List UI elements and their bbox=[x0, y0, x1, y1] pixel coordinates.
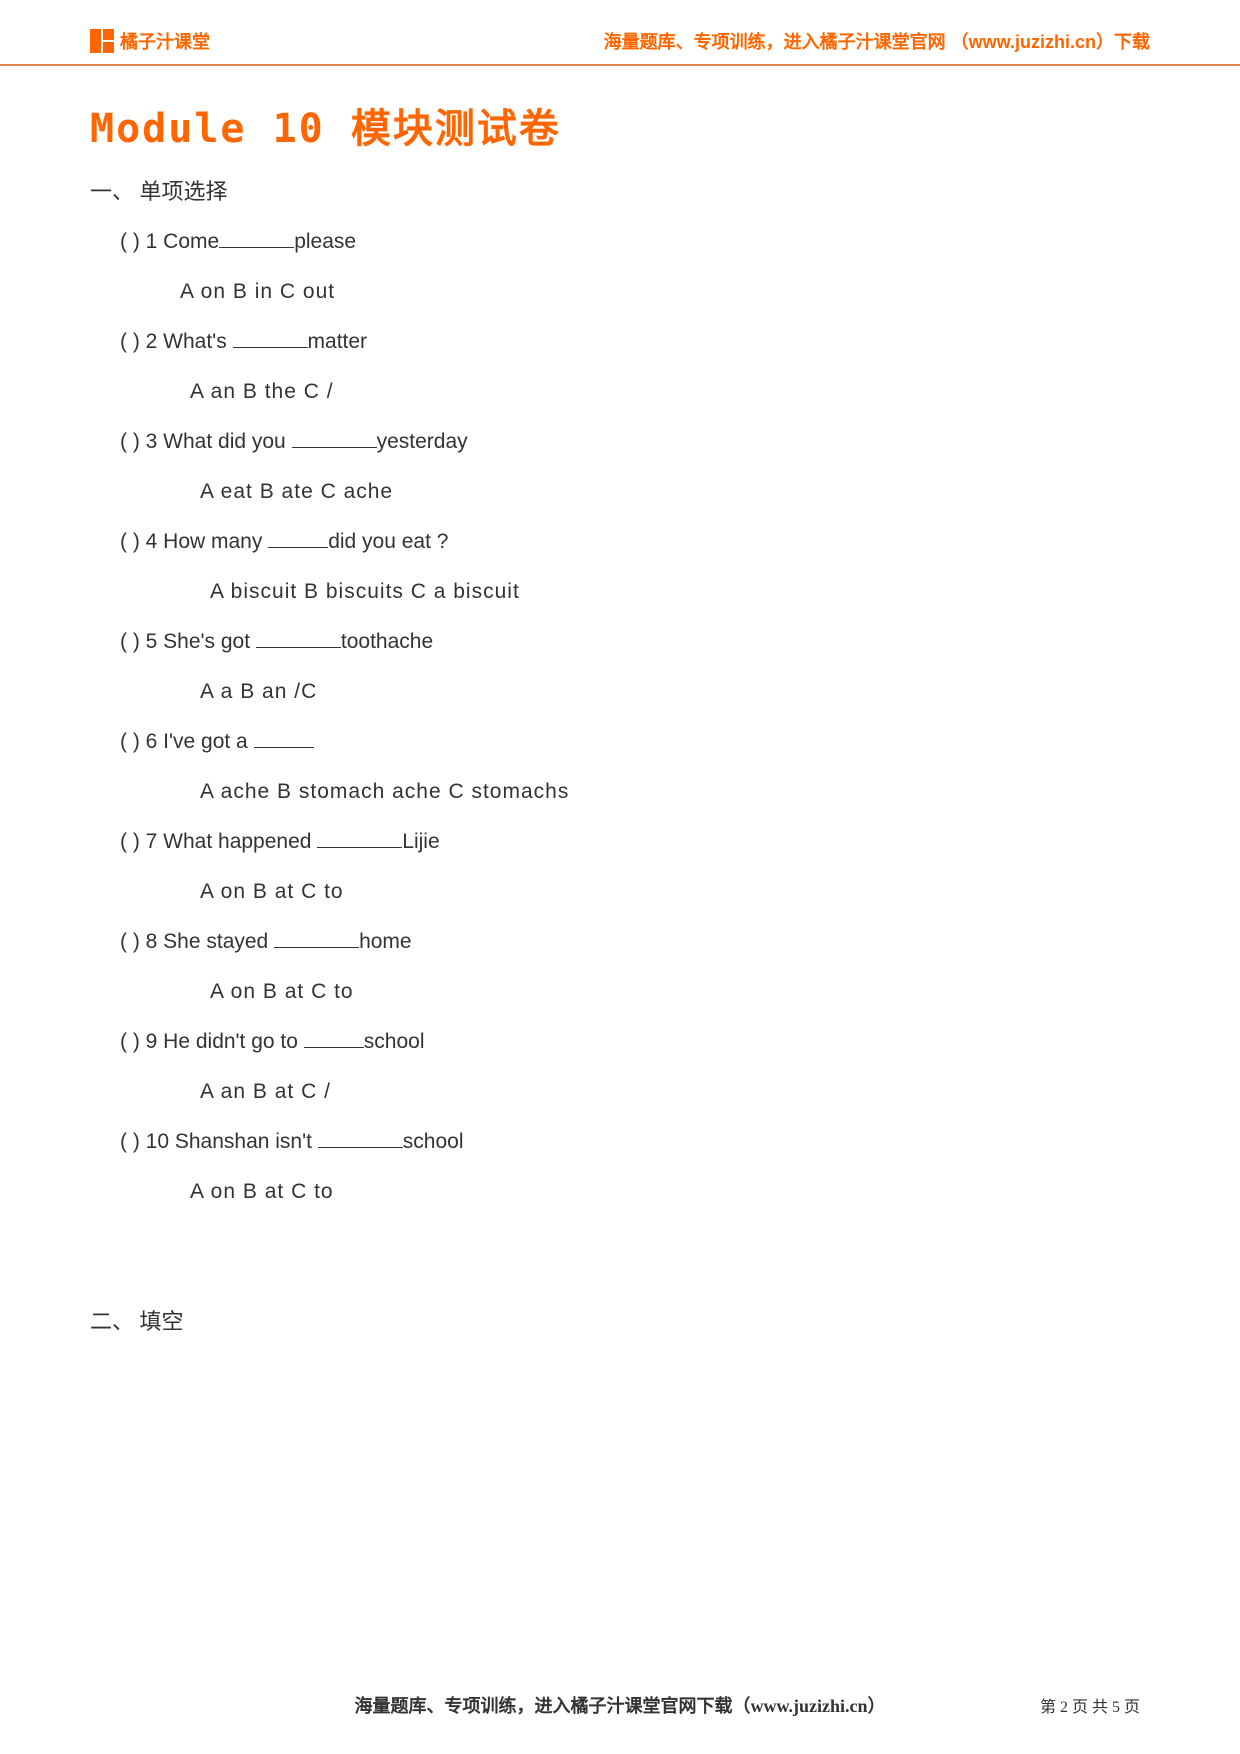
header-right-text: 海量题库、专项训练，进入橘子汁课堂官网 （www.juzizhi.cn）下载 bbox=[604, 28, 1150, 54]
blank bbox=[292, 447, 377, 448]
blank bbox=[268, 547, 328, 548]
question-options: A ache B stomach ache C stomachs bbox=[120, 780, 1150, 804]
blank bbox=[256, 647, 341, 648]
question-options: A on B in C out bbox=[120, 280, 1150, 304]
question-stem: ( ) 8 She stayed home bbox=[120, 930, 1150, 954]
question-4: ( ) 4 How many did you eat ? A biscuit B… bbox=[90, 530, 1150, 604]
question-8: ( ) 8 She stayed home A on B at C to bbox=[90, 930, 1150, 1004]
question-options: A a B an /C bbox=[120, 680, 1150, 704]
question-10: ( ) 10 Shanshan isn't school A on B at C… bbox=[90, 1130, 1150, 1204]
question-7: ( ) 7 What happened Lijie A on B at C to bbox=[90, 830, 1150, 904]
page-footer: 海量题库、专项训练，进入橘子汁课堂官网下载（www.juzizhi.cn） 第 … bbox=[0, 1692, 1240, 1718]
footer-text: 海量题库、专项训练，进入橘子汁课堂官网下载（www.juzizhi.cn） bbox=[355, 1692, 886, 1718]
question-options: A on B at C to bbox=[120, 980, 1150, 1004]
content-area: Module 10 模块测试卷 一、 单项选择 ( ) 1 Comeplease… bbox=[0, 66, 1240, 1336]
question-stem: ( ) 10 Shanshan isn't school bbox=[120, 1130, 1150, 1154]
question-options: A eat B ate C ache bbox=[120, 480, 1150, 504]
blank bbox=[318, 1147, 403, 1148]
page-header: 橘子汁课堂 海量题库、专项训练，进入橘子汁课堂官网 （www.juzizhi.c… bbox=[0, 0, 1240, 66]
question-options: A on B at C to bbox=[120, 1180, 1150, 1204]
question-stem: ( ) 9 He didn't go to school bbox=[120, 1030, 1150, 1054]
question-9: ( ) 9 He didn't go to school A an B at C… bbox=[90, 1030, 1150, 1104]
question-stem: ( ) 5 She's got toothache bbox=[120, 630, 1150, 654]
question-options: A an B at C / bbox=[120, 1080, 1150, 1104]
question-options: A on B at C to bbox=[120, 880, 1150, 904]
blank bbox=[274, 947, 359, 948]
blank bbox=[219, 247, 294, 248]
blank bbox=[304, 1047, 364, 1048]
section-2-heading: 二、 填空 bbox=[90, 1304, 1150, 1336]
logo-icon bbox=[90, 29, 114, 53]
question-6: ( ) 6 I've got a A ache B stomach ache C… bbox=[90, 730, 1150, 804]
blank bbox=[317, 847, 402, 848]
question-stem: ( ) 2 What's matter bbox=[120, 330, 1150, 354]
question-options: A biscuit B biscuits C a biscuit bbox=[120, 580, 1150, 604]
blank bbox=[233, 347, 308, 348]
section-1-heading: 一、 单项选择 bbox=[90, 174, 1150, 206]
question-stem: ( ) 3 What did you yesterday bbox=[120, 430, 1150, 454]
question-stem: ( ) 6 I've got a bbox=[120, 730, 1150, 754]
question-stem: ( ) 1 Comeplease bbox=[120, 230, 1150, 254]
question-1: ( ) 1 Comeplease A on B in C out bbox=[90, 230, 1150, 304]
question-2: ( ) 2 What's matter A an B the C / bbox=[90, 330, 1150, 404]
question-stem: ( ) 4 How many did you eat ? bbox=[120, 530, 1150, 554]
blank bbox=[254, 747, 314, 748]
question-3: ( ) 3 What did you yesterday A eat B ate… bbox=[90, 430, 1150, 504]
logo: 橘子汁课堂 bbox=[90, 28, 210, 54]
question-options: A an B the C / bbox=[120, 380, 1150, 404]
page-title: Module 10 模块测试卷 bbox=[90, 96, 1150, 154]
question-stem: ( ) 7 What happened Lijie bbox=[120, 830, 1150, 854]
questions-container: ( ) 1 Comeplease A on B in C out ( ) 2 W… bbox=[90, 230, 1150, 1204]
footer-page-number: 第 2 页 共 5 页 bbox=[1040, 1693, 1140, 1717]
question-5: ( ) 5 She's got toothache A a B an /C bbox=[90, 630, 1150, 704]
logo-text: 橘子汁课堂 bbox=[120, 28, 210, 54]
